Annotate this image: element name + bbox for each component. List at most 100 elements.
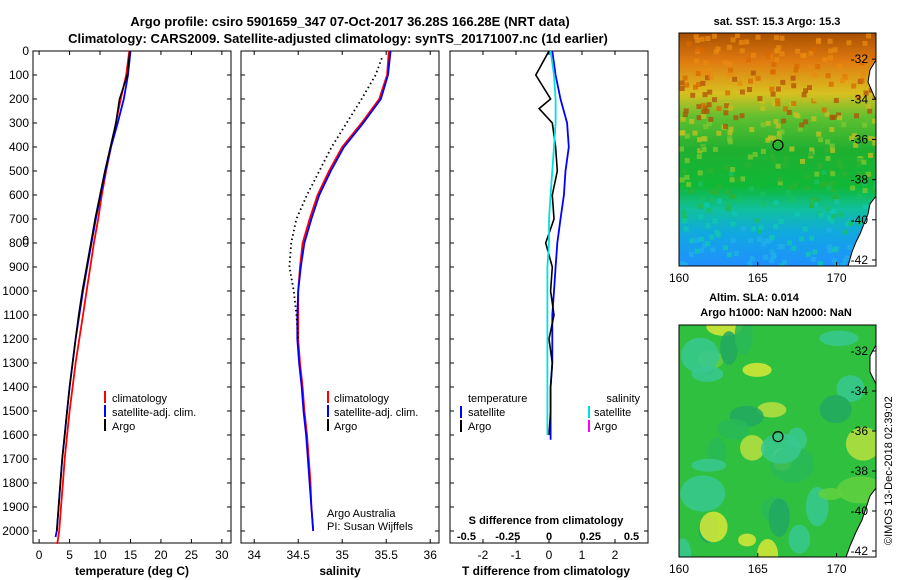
- depth-tick-label: 1300: [2, 356, 29, 370]
- sst-pixel: [799, 236, 805, 242]
- sst-pixel: [679, 146, 684, 152]
- sst-pixel: [780, 79, 786, 85]
- sst-pixel: [700, 80, 706, 86]
- x2-tick-label: -0.5: [457, 531, 476, 543]
- sst-pixel: [732, 211, 738, 217]
- sst-pixel: [824, 147, 830, 153]
- sst-pixel: [679, 130, 685, 136]
- x-tick-label: 25: [185, 548, 199, 562]
- legend-swatch-satellite: [327, 405, 329, 417]
- sst-pixel: [799, 122, 805, 128]
- map-y-tick-label: -40: [851, 504, 869, 518]
- depth-tick-label: 0: [22, 234, 29, 248]
- difference-lines: [534, 50, 570, 440]
- sst-pixel: [765, 120, 771, 126]
- sst-pixel: [832, 247, 837, 253]
- sst-pixel: [850, 185, 856, 191]
- sst-pixel: [771, 254, 777, 259]
- sst-pixel: [856, 162, 862, 168]
- map-y-tick-label: -36: [851, 424, 869, 438]
- sst-pixel: [682, 212, 688, 218]
- x-tick-label: 30: [215, 548, 229, 562]
- difference-legend: temperature satellite Argo salinity sate…: [460, 393, 640, 433]
- sst-pixel: [826, 215, 832, 221]
- sst-pixel: [845, 221, 851, 227]
- credit-line-2: PI: Susan Wijffels: [327, 521, 413, 533]
- sla-blob: [691, 365, 724, 382]
- map-y-tick-label: -36: [851, 132, 869, 146]
- x-tick-label: 34: [248, 548, 262, 562]
- sst-pixel: [773, 119, 779, 125]
- sst-pixel: [706, 121, 712, 126]
- sla-map-frame: [678, 324, 877, 558]
- sst-pixel: [693, 84, 698, 90]
- sst-pixel: [795, 48, 800, 54]
- map-x-tick-label: 165: [748, 562, 768, 576]
- series-line-satellite-adj-clim-: [296, 50, 392, 532]
- sst-pixel: [862, 40, 868, 46]
- sst-pixel: [808, 50, 814, 56]
- sst-pixel: [684, 174, 690, 180]
- sst-pixel: [868, 152, 873, 158]
- x-tick-label: 10: [93, 548, 107, 562]
- map-y-tick-label: -38: [851, 464, 869, 478]
- salinity-lines: [288, 50, 392, 532]
- sst-pixel: [697, 137, 702, 143]
- legend-label-s-argo: Argo: [594, 421, 617, 433]
- sst-pixel: [709, 197, 715, 203]
- sst-pixel: [716, 184, 722, 190]
- sst-pixel: [773, 200, 779, 206]
- x2-tick-label: 0.5: [624, 531, 639, 543]
- sst-pixel: [821, 170, 827, 176]
- x2-tick-label: 0: [546, 531, 552, 543]
- map-x-tick-label: 160: [669, 271, 689, 285]
- sst-map-title: sat. SST: 15.3 Argo: 15.3: [714, 16, 841, 28]
- sla-blob: [734, 325, 753, 355]
- legend-label-s-satellite: satellite: [594, 407, 631, 419]
- sst-pixel: [749, 127, 755, 133]
- coastline: [847, 195, 876, 266]
- sst-pixel: [697, 181, 703, 187]
- sst-pixel: [747, 154, 753, 160]
- legend-swatch-climatology: [104, 391, 106, 403]
- sst-pixel: [747, 87, 752, 92]
- sst-pixel: [679, 261, 685, 266]
- depth-tick-label: 900: [9, 260, 29, 274]
- sst-pixel: [822, 57, 828, 63]
- sst-pixel: [699, 247, 705, 253]
- sst-pixel: [708, 116, 714, 122]
- sst-pixel: [779, 129, 785, 135]
- map-y-tick-label: -32: [851, 52, 869, 66]
- sst-pixel: [679, 80, 685, 86]
- sst-pixel: [838, 163, 844, 169]
- sst-pixel: [706, 208, 712, 214]
- sst-pixel: [826, 227, 832, 233]
- sla-blob: [768, 498, 790, 537]
- sst-pixel: [821, 107, 827, 113]
- sla-map-ticks: 160 165 170 -32 -34 -36 -38 -40 -42: [669, 344, 876, 576]
- sst-pixel: [712, 218, 718, 224]
- sst-pixel: [814, 179, 820, 185]
- sst-pixel: [818, 137, 824, 143]
- sst-pixel: [716, 130, 722, 136]
- sst-pixel: [782, 259, 788, 265]
- sst-pixel: [725, 189, 731, 195]
- sla-blob: [691, 458, 727, 472]
- sst-pixel: [700, 69, 706, 75]
- sst-pixel: [724, 205, 730, 211]
- sst-pixel: [697, 170, 703, 176]
- sst-pixel: [777, 180, 783, 186]
- sst-pixel: [699, 36, 705, 42]
- sst-pixel: [699, 47, 705, 53]
- sst-pixel: [730, 238, 736, 244]
- x-tick-label: 0: [546, 548, 553, 562]
- legend-label-t-argo: Argo: [468, 421, 491, 433]
- sst-pixel: [803, 88, 808, 94]
- map-y-tick-label: -42: [851, 253, 869, 267]
- sst-pixel: [723, 110, 729, 116]
- sst-pixel: [780, 243, 786, 249]
- legend-swatch-t-satellite: [460, 406, 462, 418]
- sst-pixel: [741, 226, 746, 232]
- sst-pixel: [694, 237, 700, 243]
- sst-pixel: [825, 155, 831, 161]
